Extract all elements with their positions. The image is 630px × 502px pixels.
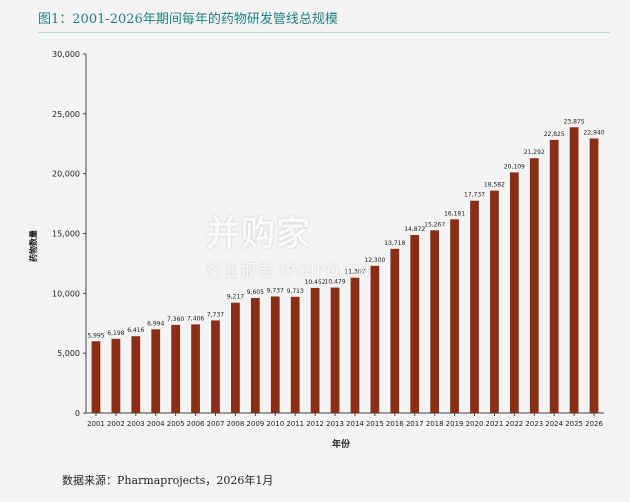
x-tick-label-2016: 2016 <box>386 420 404 428</box>
data-label-2022: 20,109 <box>504 163 525 170</box>
x-tick-label-2015: 2015 <box>366 420 384 428</box>
data-label-2026: 22,940 <box>584 129 605 136</box>
x-tick-label-2006: 2006 <box>187 420 205 428</box>
x-tick-label-2003: 2003 <box>127 420 145 428</box>
title-divider <box>38 32 610 33</box>
x-tick-label-2026: 2026 <box>585 420 603 428</box>
bar-2024 <box>549 139 559 413</box>
data-label-2017: 14,872 <box>404 226 425 233</box>
data-label-2009: 9,605 <box>247 289 264 296</box>
y-tick-label: 10,000 <box>52 289 80 298</box>
x-tick-label-2001: 2001 <box>87 420 105 428</box>
x-tick-label-2022: 2022 <box>505 420 523 428</box>
x-tick-label-2017: 2017 <box>406 420 424 428</box>
x-tick-label-2008: 2008 <box>227 420 245 428</box>
x-tick-label-2014: 2014 <box>346 420 364 428</box>
x-tick-label-2025: 2025 <box>565 420 583 428</box>
data-label-2012: 10,452 <box>305 279 326 286</box>
bar-2012 <box>310 287 320 413</box>
x-tick-label-2024: 2024 <box>545 420 563 428</box>
source-note: 数据来源：Pharmaprojects，2026年1月 <box>62 474 274 487</box>
bar-2015 <box>370 265 380 413</box>
data-label-2014: 11,307 <box>344 269 365 276</box>
bar-2002 <box>111 338 121 413</box>
bar-2009 <box>250 298 260 413</box>
data-label-2011: 9,713 <box>287 288 304 295</box>
y-tick-label: 15,000 <box>52 230 80 239</box>
data-label-2005: 7,360 <box>167 316 184 323</box>
bar-2005 <box>171 324 181 413</box>
data-label-2016: 13,718 <box>384 240 405 247</box>
x-tick-label-2018: 2018 <box>426 420 444 428</box>
x-tick-label-2004: 2004 <box>147 420 165 428</box>
x-tick-label-2013: 2013 <box>326 420 344 428</box>
x-tick-label-2020: 2020 <box>466 420 484 428</box>
x-axis-label: 年份 <box>332 438 351 450</box>
data-label-2018: 15,267 <box>424 221 445 228</box>
x-tick-label-2011: 2011 <box>286 420 304 428</box>
x-tick-label-2005: 2005 <box>167 420 185 428</box>
bar-2025 <box>569 127 579 413</box>
y-tick-label: 30,000 <box>52 50 80 59</box>
x-tick-label-2007: 2007 <box>207 420 225 428</box>
data-label-2025: 23,875 <box>564 118 585 125</box>
y-tick-label: 25,000 <box>52 110 80 119</box>
bar-2013 <box>330 287 340 413</box>
bar-2006 <box>191 324 200 413</box>
data-label-2006: 7,406 <box>187 315 204 322</box>
bar-2019 <box>450 219 459 413</box>
data-label-2013: 10,479 <box>325 279 346 286</box>
bar-2018 <box>430 230 440 413</box>
x-tick-label-2009: 2009 <box>246 420 264 428</box>
bar-2001 <box>91 341 101 413</box>
x-tick-label-2019: 2019 <box>446 420 464 428</box>
y-tick-label: 20,000 <box>52 170 80 179</box>
data-label-2008: 9,217 <box>227 294 244 301</box>
bar-2014 <box>350 277 360 413</box>
bar-2021 <box>490 190 499 413</box>
bar-2022 <box>509 172 519 413</box>
bar-2026 <box>589 138 599 413</box>
bar-2004 <box>151 329 161 413</box>
x-tick-label-2023: 2023 <box>525 420 543 428</box>
data-label-2024: 22,825 <box>544 131 565 138</box>
x-tick-label-2021: 2021 <box>486 420 504 428</box>
bar-2003 <box>131 336 141 413</box>
bar-2020 <box>470 200 479 413</box>
data-label-2004: 6,994 <box>147 320 164 327</box>
x-tick-label-2002: 2002 <box>107 420 125 428</box>
data-label-2019: 16,181 <box>444 210 465 217</box>
data-label-2021: 18,582 <box>484 182 505 189</box>
figure-title: 图1：2001-2026年期间每年的药物研发管线总规模 <box>38 12 338 27</box>
bar-2007 <box>211 320 220 413</box>
data-label-2015: 12,300 <box>364 257 385 264</box>
y-tick-label: 5,000 <box>57 349 80 358</box>
data-label-2023: 21,292 <box>524 149 545 156</box>
data-label-2001: 5,995 <box>87 332 104 339</box>
bar-2008 <box>231 302 240 413</box>
bar-2016 <box>390 248 400 413</box>
y-tick-label: 0 <box>75 409 80 418</box>
data-label-2003: 6,416 <box>127 327 144 334</box>
bar-2010 <box>270 296 280 413</box>
bar-2011 <box>290 296 300 413</box>
data-label-2010: 9,737 <box>267 287 284 294</box>
bar-2023 <box>529 158 539 413</box>
y-axis-label: 药物数量 <box>28 230 38 262</box>
data-label-2007: 7,737 <box>207 311 224 318</box>
data-label-2020: 17,737 <box>464 192 485 199</box>
data-label-2002: 6,198 <box>107 330 124 337</box>
x-tick-label-2010: 2010 <box>266 420 284 428</box>
x-tick-label-2012: 2012 <box>306 420 324 428</box>
bar-2017 <box>410 235 420 413</box>
